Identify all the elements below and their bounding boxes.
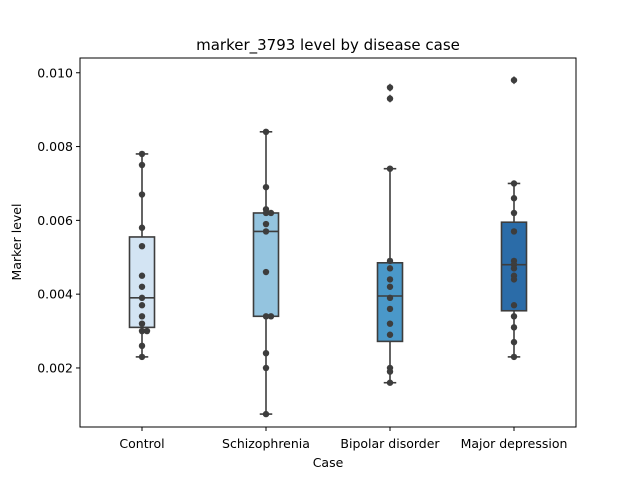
y-tick-label: 0.004 [37, 287, 73, 302]
data-point [267, 209, 275, 217]
x-axis-title: Case [313, 455, 344, 470]
y-axis-title: Marker level [9, 204, 24, 281]
data-point [510, 180, 518, 187]
data-point [386, 265, 394, 272]
box [500, 221, 528, 312]
data-point [386, 294, 394, 302]
data-point [138, 161, 146, 169]
y-tick-label: 0.008 [37, 139, 73, 154]
data-point [386, 379, 394, 386]
box [128, 236, 156, 329]
data-point [138, 320, 146, 327]
data-point [510, 324, 518, 331]
data-point [262, 220, 270, 228]
box [376, 261, 404, 343]
data-point [510, 276, 518, 283]
data-point [510, 338, 518, 346]
x-tick-label: Major depression [461, 436, 568, 451]
data-point [386, 331, 394, 338]
data-point [138, 327, 146, 335]
data-point [138, 283, 146, 290]
box-group [128, 153, 156, 358]
data-point [262, 350, 270, 357]
data-point [510, 265, 518, 272]
data-point [510, 209, 518, 217]
data-point [386, 257, 394, 265]
plot-area [128, 75, 528, 418]
data-point [138, 294, 146, 302]
data-point [262, 209, 270, 217]
data-point [386, 320, 394, 327]
data-point [138, 272, 146, 279]
data-point [262, 364, 270, 372]
data-point [386, 276, 394, 283]
axes: 0.002 0.004 0.006 0.008 0.010 Control Schizoph… [37, 65, 567, 451]
data-point [510, 353, 518, 361]
data-point [510, 195, 518, 202]
data-point [262, 228, 270, 235]
data-point [267, 313, 275, 320]
data-point [510, 228, 518, 235]
data-point [386, 283, 394, 290]
data-point [138, 242, 146, 250]
data-point [510, 76, 518, 84]
chart-title: marker_3793 level by disease case [196, 36, 460, 55]
data-point [262, 410, 270, 418]
axes-frame [79, 57, 577, 428]
data-point [138, 342, 146, 350]
data-point [386, 95, 394, 102]
data-point [386, 305, 394, 313]
data-point [138, 302, 146, 309]
data-point [138, 313, 146, 320]
data-point [386, 368, 394, 375]
data-point [262, 268, 270, 276]
box-group [376, 83, 404, 384]
data-point [138, 224, 146, 231]
data-point [143, 327, 151, 335]
data-point [262, 128, 270, 135]
data-point [138, 353, 146, 361]
x-tick-label: Schizophrenia [222, 436, 310, 451]
data-point [138, 150, 146, 158]
data-point [138, 191, 146, 198]
data-point [510, 302, 518, 309]
y-tick-label: 0.002 [37, 360, 73, 375]
data-point [386, 165, 394, 172]
data-point [262, 183, 270, 191]
y-tick-label: 0.010 [37, 65, 73, 80]
x-tick-label: Control [119, 436, 164, 451]
x-tick-label: Bipolar disorder [340, 436, 440, 451]
y-tick-label: 0.006 [37, 213, 73, 228]
data-point [386, 84, 394, 91]
data-point [510, 313, 518, 320]
data-point [262, 313, 270, 320]
